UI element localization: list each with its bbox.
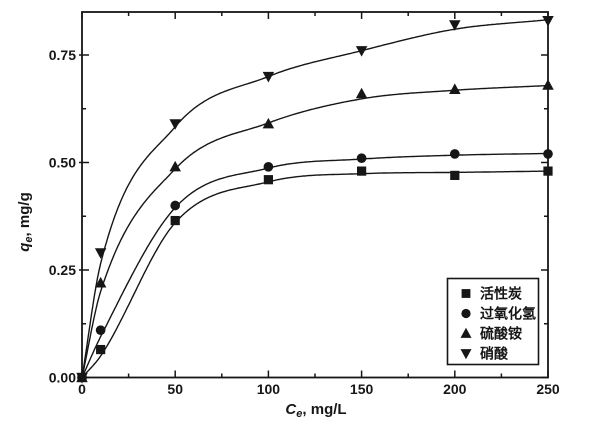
square-marker	[96, 344, 106, 355]
y-axis-title-group: qe, mg/g	[16, 192, 35, 251]
x-tick-label: 0	[78, 381, 86, 397]
square-marker	[357, 166, 367, 176]
x-tick-label: 250	[536, 381, 560, 397]
triangle-down-marker	[460, 349, 472, 360]
triangle-up-marker	[460, 327, 472, 338]
x-tick-label: 150	[350, 381, 374, 397]
triangle-down-marker	[94, 248, 107, 259]
triangle-down-marker	[76, 372, 88, 384]
x-axis-title: Ce, mg/L	[285, 401, 346, 420]
series-curve-ammonium-sulfate	[81, 84, 549, 378]
series-points-ammonium-sulfate	[76, 79, 554, 383]
x-tick-label: 50	[167, 381, 183, 397]
y-tick-label: 0.25	[49, 262, 76, 278]
triangle-up-marker	[94, 276, 107, 288]
square-icon	[461, 289, 471, 298]
circle-marker	[263, 161, 274, 172]
triangle-down-marker	[262, 71, 275, 83]
triangle-down-marker	[542, 16, 554, 27]
tick-labels: 0 50 100 150 200 250 0.00 0.25 0.50 0.75	[49, 47, 560, 397]
series-curve-hydrogen-peroxide	[81, 152, 548, 378]
legend-label-activated-carbon: 活性炭	[480, 286, 522, 302]
circle-marker	[543, 149, 553, 159]
circle-marker	[449, 149, 460, 159]
triangle-down-marker	[169, 119, 181, 130]
legend-item-nitric-acid: 硝酸	[460, 346, 509, 362]
triangle-up-marker	[449, 83, 461, 94]
triangle-up-marker	[542, 79, 554, 90]
y-axis-title: qe, mg/g	[16, 192, 35, 251]
series-curve-nitric-acid	[81, 19, 549, 378]
circle-icon	[461, 308, 471, 319]
square-marker	[263, 175, 273, 185]
circle-marker	[356, 153, 367, 164]
circle-marker	[461, 308, 471, 319]
legend-item-ammonium-sulfate: 硫酸铵	[460, 326, 522, 342]
legend-label-hydrogen-peroxide: 过氧化氢	[480, 306, 536, 322]
y-tick-label: 0.50	[49, 155, 76, 171]
triangle-up-icon	[460, 327, 472, 338]
triangle-up-marker	[355, 87, 368, 99]
triangle-down-marker	[355, 46, 368, 57]
series-curve-activated-carbon	[81, 170, 548, 378]
square-marker	[170, 215, 180, 226]
legend-label-nitric-acid: 硝酸	[480, 346, 509, 362]
triangle-up-marker	[262, 117, 275, 129]
legend-item-activated-carbon: 活性炭	[461, 286, 522, 302]
square-marker	[543, 166, 553, 176]
square-marker	[461, 289, 471, 298]
triangle-down-icon	[460, 349, 472, 360]
triangle-down-marker	[449, 20, 461, 31]
series-points-nitric-acid	[76, 16, 554, 384]
y-tick-label: 0.75	[49, 47, 76, 63]
circle-marker	[95, 325, 106, 336]
circle-marker	[170, 200, 181, 211]
y-tick-label: 0.00	[49, 370, 76, 386]
axis-ticks	[79, 12, 549, 379]
square-marker	[450, 170, 460, 180]
legend-item-hydrogen-peroxide: 过氧化氢	[461, 306, 536, 322]
legend-label-ammonium-sulfate: 硫酸铵	[480, 326, 522, 342]
x-tick-label: 100	[257, 381, 281, 397]
x-tick-label: 200	[443, 381, 467, 397]
triangle-up-marker	[169, 160, 181, 172]
